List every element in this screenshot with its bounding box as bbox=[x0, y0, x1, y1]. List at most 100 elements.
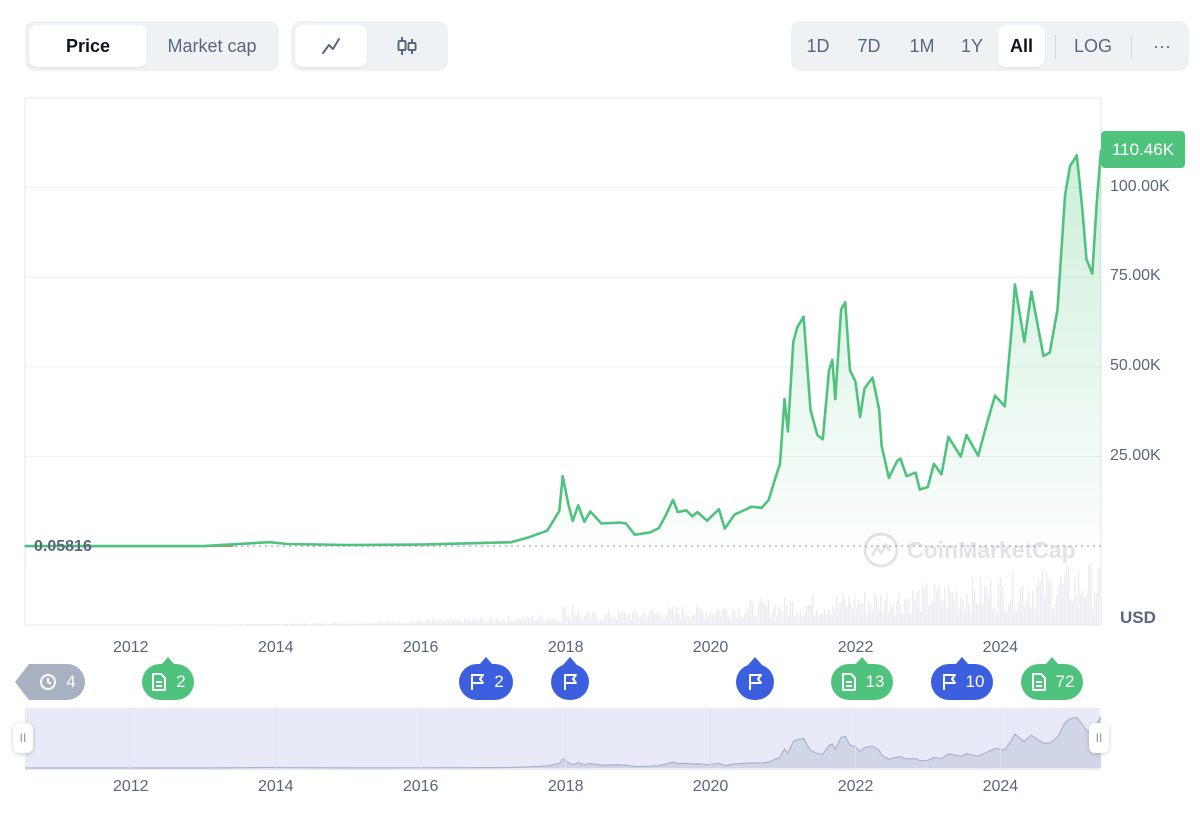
volume-bar bbox=[536, 619, 538, 625]
price-point bbox=[202, 545, 204, 547]
volume-bar bbox=[352, 623, 354, 625]
volume-bar bbox=[1048, 581, 1050, 625]
price-point bbox=[691, 515, 694, 518]
volume-bar bbox=[514, 619, 516, 625]
volume-bar bbox=[900, 605, 902, 625]
volume-bar bbox=[634, 608, 636, 625]
event-marker-document[interactable]: 13 bbox=[831, 657, 893, 700]
volume-bar bbox=[830, 614, 832, 625]
event-marker-document[interactable]: 2 bbox=[142, 657, 194, 700]
volume-bar bbox=[410, 621, 412, 625]
volume-bar bbox=[372, 622, 374, 625]
volume-bar bbox=[948, 586, 950, 625]
volume-bar bbox=[896, 601, 898, 625]
price-point bbox=[1056, 308, 1059, 311]
volume-bar bbox=[306, 624, 308, 625]
volume-bar bbox=[416, 621, 418, 625]
range-all-button[interactable]: All bbox=[998, 25, 1045, 67]
volume-bar bbox=[364, 622, 366, 625]
volume-bar bbox=[296, 623, 298, 625]
event-marker-flag[interactable]: 10 bbox=[931, 657, 993, 700]
event-marker-history[interactable]: 4 bbox=[15, 664, 85, 700]
volume-bar bbox=[278, 623, 280, 625]
volume-bar bbox=[854, 595, 856, 625]
range-1m-button[interactable]: 1M bbox=[909, 35, 935, 56]
volume-bar bbox=[434, 620, 436, 625]
volume-bar bbox=[478, 620, 480, 625]
volume-bar bbox=[702, 610, 704, 625]
volume-bar bbox=[264, 624, 266, 625]
navigator-x-tick-label: 2016 bbox=[402, 778, 439, 795]
volume-bar bbox=[1040, 580, 1042, 625]
volume-bar bbox=[332, 623, 334, 625]
volume-bar bbox=[1004, 611, 1006, 625]
event-marker-flag[interactable] bbox=[551, 657, 589, 700]
volume-bar bbox=[430, 621, 432, 625]
volume-bar bbox=[542, 617, 544, 625]
volume-bar bbox=[1078, 571, 1080, 625]
volume-bar bbox=[240, 624, 242, 625]
event-marker-flag[interactable]: 2 bbox=[459, 657, 513, 700]
volume-bar bbox=[1092, 608, 1094, 625]
navigator-left-handle[interactable]: II bbox=[13, 723, 33, 753]
volume-bar bbox=[774, 605, 776, 625]
event-marker-document[interactable]: 72 bbox=[1021, 657, 1083, 700]
price-point bbox=[750, 505, 753, 508]
range-1d-button[interactable]: 1D bbox=[806, 35, 830, 56]
volume-bar bbox=[648, 615, 650, 625]
volume-bar bbox=[740, 616, 742, 625]
volume-bar bbox=[440, 619, 442, 625]
volume-bar bbox=[950, 593, 952, 625]
price-point bbox=[760, 506, 763, 509]
volume-bar bbox=[1008, 604, 1010, 625]
volume-bar bbox=[790, 602, 792, 625]
volume-bar bbox=[652, 610, 654, 625]
volume-bar bbox=[1098, 567, 1100, 625]
range-divider bbox=[1055, 35, 1056, 59]
volume-bar bbox=[462, 622, 464, 625]
volume-bar bbox=[318, 622, 320, 625]
event-marker-nub bbox=[855, 657, 869, 665]
volume-bar bbox=[472, 618, 474, 625]
volume-bar bbox=[376, 624, 378, 625]
candlestick-chart-button[interactable] bbox=[371, 25, 443, 67]
price-point bbox=[583, 520, 586, 523]
volume-bar bbox=[998, 582, 1000, 625]
event-count: 10 bbox=[965, 672, 985, 691]
range-1y-button[interactable]: 1Y bbox=[960, 35, 984, 56]
event-marker-flag[interactable] bbox=[736, 657, 774, 700]
volume-bar bbox=[420, 621, 422, 625]
volume-bar bbox=[1026, 600, 1028, 625]
volume-bar bbox=[1034, 609, 1036, 625]
tab-market-cap[interactable]: Market cap bbox=[167, 35, 257, 56]
volume-bar bbox=[786, 604, 788, 625]
log-scale-button[interactable]: LOG bbox=[1073, 35, 1112, 56]
range-7d-button[interactable]: 7D bbox=[857, 35, 881, 56]
line-chart-button[interactable] bbox=[295, 25, 367, 67]
x-tick-label: 2022 bbox=[837, 639, 874, 656]
volume-bar bbox=[458, 618, 460, 625]
volume-bar bbox=[312, 623, 314, 625]
navigator-right-handle[interactable]: II bbox=[1089, 723, 1109, 753]
volume-bar bbox=[656, 613, 658, 625]
volume-bar bbox=[662, 619, 664, 625]
volume-bar bbox=[1022, 585, 1024, 625]
volume-bar bbox=[412, 622, 414, 625]
volume-bar bbox=[596, 617, 598, 625]
volume-bar bbox=[994, 606, 996, 625]
volume-bar bbox=[334, 622, 336, 625]
volume-bar bbox=[820, 613, 822, 625]
more-options-button[interactable]: ··· bbox=[1153, 35, 1171, 56]
price-point bbox=[672, 499, 674, 501]
volume-bar bbox=[524, 620, 526, 625]
range-navigator[interactable] bbox=[25, 708, 1100, 770]
flag-icon bbox=[749, 674, 762, 690]
tab-price[interactable]: Price bbox=[29, 25, 147, 67]
volume-bar bbox=[958, 609, 960, 625]
volume-bar bbox=[828, 608, 830, 625]
volume-bar bbox=[316, 623, 318, 625]
volume-bar bbox=[696, 604, 698, 625]
volume-bar bbox=[902, 613, 904, 625]
volume-bar bbox=[394, 622, 396, 625]
candlestick-icon bbox=[397, 37, 417, 55]
